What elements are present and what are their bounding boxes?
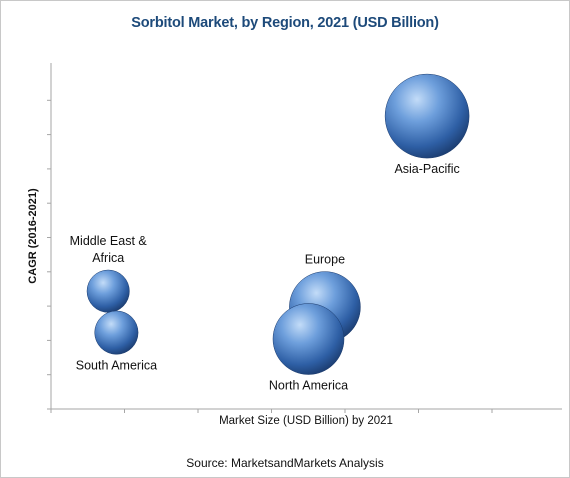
bubble-middle-east-africa (86, 269, 130, 313)
bubble-label-middle-east-africa: Africa (92, 251, 124, 265)
bubble-asia-pacific (384, 73, 470, 159)
bubble-label-asia-pacific: Asia-Pacific (394, 162, 459, 176)
chart-title: Sorbitol Market, by Region, 2021 (USD Bi… (131, 15, 439, 31)
x-axis: Market Size (USD Billion) by 2021 (51, 408, 562, 427)
bubble-north-america (272, 303, 345, 375)
bubble-south-america (94, 310, 139, 355)
y-axis: CAGR (2016-2021) (27, 63, 52, 409)
bubble-label-europe: Europe (305, 253, 345, 267)
bubble-labels: Asia-Pacific Europe North America Middle Ea… (70, 162, 460, 392)
axis-ticks (47, 99, 493, 413)
source-note: Source: MarketsandMarkets Analysis (186, 456, 384, 470)
bubble-label-south-america: South America (76, 358, 157, 372)
y-axis-title: CAGR (2016-2021) (27, 188, 39, 284)
bubbles (86, 73, 470, 375)
bubble-chart: Market Size (USD Billion) by 2021 CAGR (… (27, 63, 562, 427)
bubble-label-middle-east-africa: Middle East & (70, 234, 148, 248)
bubble-label-north-america: North America (269, 379, 348, 393)
x-axis-title: Market Size (USD Billion) by 2021 (219, 415, 393, 427)
